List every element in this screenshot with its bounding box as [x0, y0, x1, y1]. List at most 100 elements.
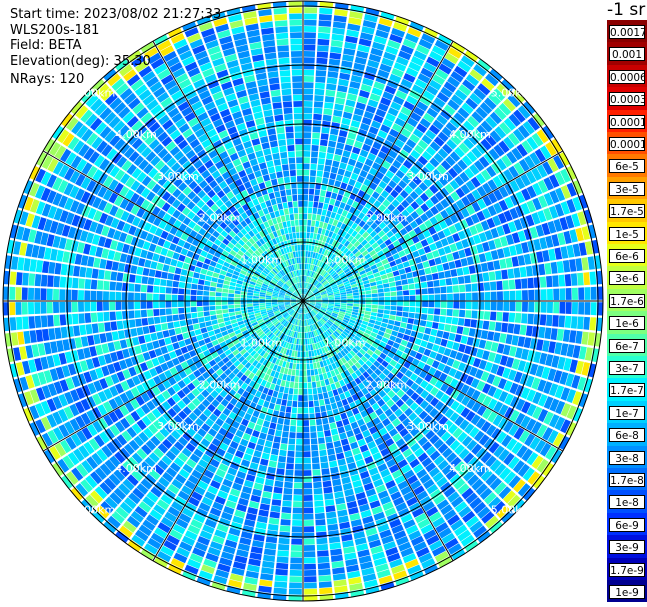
ray-gate — [176, 334, 184, 342]
ray-gate — [214, 344, 222, 351]
ray-gate — [420, 523, 434, 535]
ray-gate — [184, 256, 192, 264]
ray-gate — [472, 357, 482, 368]
ray-gate — [363, 401, 371, 409]
ray-gate — [544, 327, 552, 340]
ray-gate — [345, 310, 352, 314]
ray-gate — [379, 242, 387, 250]
ray-gate — [259, 341, 265, 348]
ray-gate — [110, 321, 118, 331]
ray-gate — [124, 497, 137, 510]
ray-gate — [536, 164, 548, 178]
ray-gate — [235, 401, 243, 409]
ray-gate — [101, 445, 113, 458]
ray-gate — [165, 450, 177, 461]
ray-gate — [304, 19, 317, 26]
ray-gate — [344, 369, 351, 377]
ray-gate — [95, 246, 104, 258]
ray-gate — [366, 384, 374, 392]
ray-gate — [329, 317, 336, 322]
ray-gate — [310, 226, 315, 233]
ray-gate — [344, 328, 351, 334]
ray-gate — [242, 351, 250, 359]
ray-gate — [590, 302, 597, 316]
ray-gate — [327, 146, 335, 154]
ray-gate — [387, 339, 395, 346]
ray-gate — [382, 118, 394, 128]
ray-gate — [375, 407, 384, 416]
ray-gate — [48, 328, 56, 341]
ray-gate — [127, 456, 139, 469]
ray-gate — [52, 396, 63, 410]
ray-gate — [383, 217, 391, 226]
ray-gate — [396, 371, 404, 380]
ray-gate — [399, 366, 408, 375]
ray-gate — [232, 376, 240, 384]
ray-gate — [307, 219, 312, 226]
ray-gate — [276, 282, 283, 287]
ray-gate — [489, 130, 502, 143]
ray-gate — [128, 301, 134, 310]
ray-gate — [34, 302, 41, 314]
ray-gate — [104, 428, 115, 440]
ray-gate — [469, 225, 478, 236]
ray-gate — [475, 173, 486, 185]
ray-gate — [498, 199, 509, 211]
ray-gate — [172, 188, 182, 198]
ray-gate — [219, 254, 227, 261]
ray-gate — [232, 482, 243, 491]
ray-gate — [362, 429, 371, 438]
ray-gate — [303, 144, 311, 151]
ray-gate — [246, 324, 253, 330]
ray-gate — [54, 262, 62, 275]
ray-gate — [291, 526, 303, 533]
ray-gate — [287, 308, 293, 312]
ray-gate — [215, 263, 223, 270]
ray-gate — [174, 327, 182, 335]
ray-gate — [278, 294, 285, 297]
ray-gate — [541, 222, 551, 236]
ray-gate — [314, 292, 321, 296]
ray-gate — [355, 134, 366, 143]
ray-gate — [249, 462, 259, 470]
ray-gate — [329, 52, 342, 60]
ray-gate — [450, 202, 460, 213]
ray-gate — [255, 369, 262, 377]
ray-gate — [227, 467, 238, 476]
ray-gate — [425, 146, 437, 157]
ray-gate — [114, 451, 126, 464]
ray-gate — [224, 473, 235, 482]
ray-gate — [291, 295, 297, 299]
ray-gate — [283, 387, 289, 394]
ray-gate — [368, 53, 382, 63]
ray-gate — [388, 165, 398, 174]
ray-gate — [99, 463, 112, 476]
ray-gate — [148, 423, 159, 435]
ray-gate — [381, 258, 389, 265]
ray-gate — [359, 444, 369, 453]
ray-gate — [106, 148, 118, 161]
ray-gate — [280, 308, 286, 313]
ray-gate — [310, 170, 317, 177]
ray-gate — [318, 20, 332, 27]
ray-gate — [350, 441, 359, 450]
ray-gate — [371, 293, 378, 298]
ray-gate — [495, 322, 502, 332]
ray-gate — [178, 468, 190, 479]
ray-gate — [387, 221, 395, 230]
ray-gate — [245, 335, 252, 342]
ray-gate — [378, 213, 387, 221]
ray-gate — [312, 132, 320, 139]
ray-gate — [440, 431, 452, 442]
ray-gate — [347, 298, 353, 301]
ray-gate — [40, 416, 52, 431]
ray-gate — [98, 269, 105, 280]
ray-gate — [240, 298, 247, 301]
ray-gate — [279, 292, 285, 295]
ray-gate — [198, 255, 206, 263]
ray-gate — [410, 55, 425, 67]
ray-gate — [293, 292, 298, 297]
ray-gate — [314, 343, 319, 350]
ray-gate — [459, 293, 466, 301]
ray-gate — [15, 362, 25, 376]
